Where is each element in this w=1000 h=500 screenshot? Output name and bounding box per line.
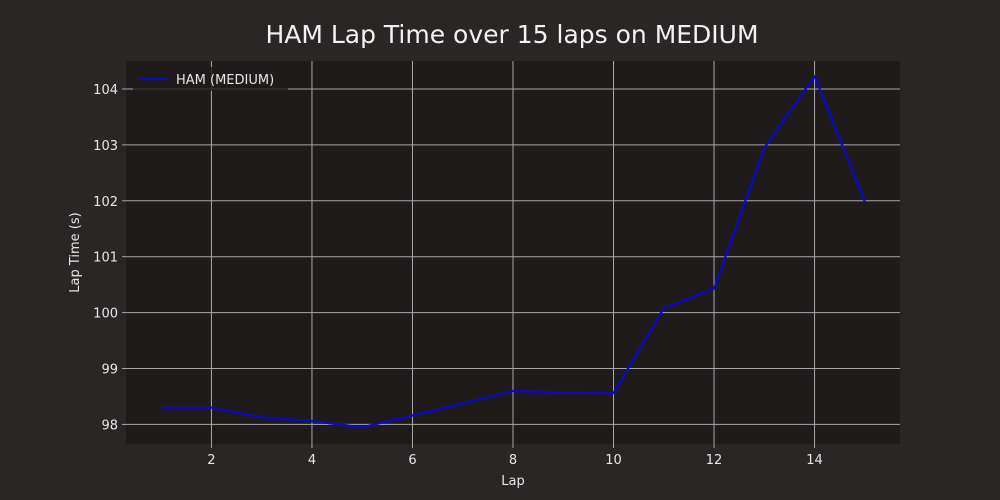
y-tick-label: 98 xyxy=(101,418,118,433)
y-tick-label: 102 xyxy=(93,195,118,210)
y-tick-label: 100 xyxy=(93,307,118,322)
legend: HAM (MEDIUM) xyxy=(133,67,288,91)
chart-title: HAM Lap Time over 15 laps on MEDIUM xyxy=(265,20,758,49)
x-tick-label: 6 xyxy=(408,453,416,468)
y-tick-label: 99 xyxy=(101,363,118,378)
axis-ticks: 2 4 6 8 10 12 14 98 99 100 101 102 103 104 xyxy=(93,83,823,468)
x-tick-label: 10 xyxy=(605,453,622,468)
x-tick-label: 8 xyxy=(509,453,517,468)
legend-label: HAM (MEDIUM) xyxy=(176,73,274,88)
x-tick-label: 12 xyxy=(706,453,723,468)
x-tick-label: 4 xyxy=(308,453,316,468)
grid xyxy=(126,61,900,444)
x-axis-label: Lap xyxy=(501,474,524,489)
y-axis-label: Lap Time (s) xyxy=(68,212,83,292)
y-tick-label: 104 xyxy=(93,83,118,98)
series-layer xyxy=(161,74,866,429)
x-tick-label: 14 xyxy=(806,453,823,468)
x-tick-label: 2 xyxy=(207,453,215,468)
y-tick-label: 103 xyxy=(93,139,118,154)
y-tick-label: 101 xyxy=(93,251,118,266)
